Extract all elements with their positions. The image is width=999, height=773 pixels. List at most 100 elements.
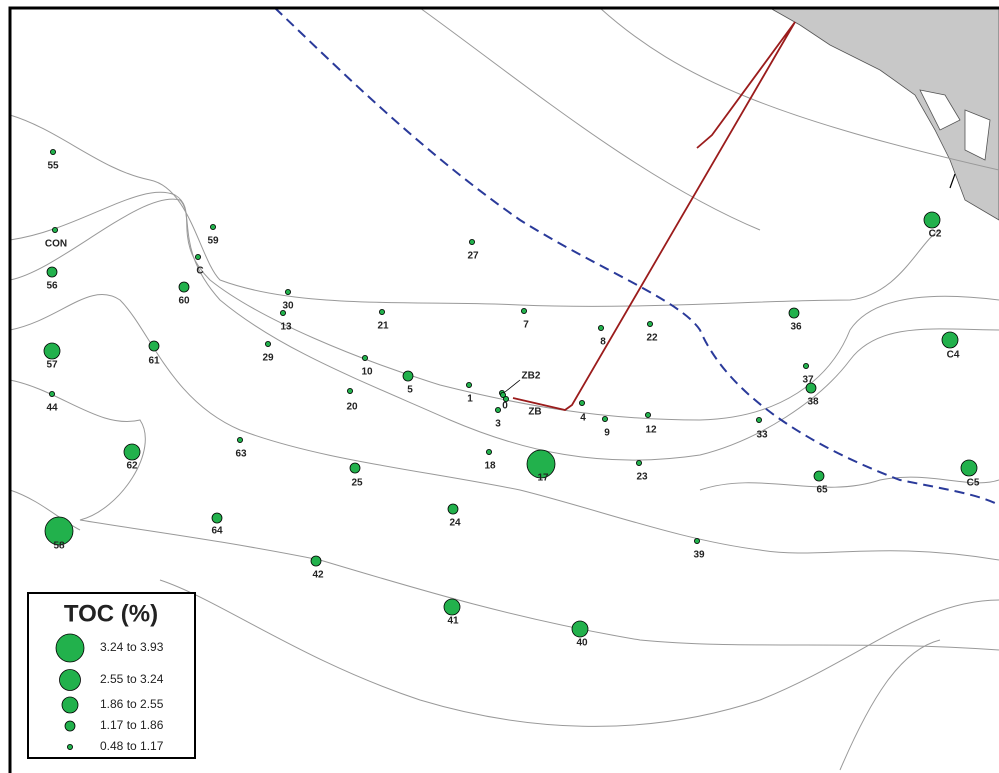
station-label: 7 xyxy=(523,320,529,331)
legend-symbol xyxy=(59,669,81,691)
station-point xyxy=(756,416,763,423)
station-point xyxy=(499,391,506,398)
station-point xyxy=(485,448,492,455)
station-label: 64 xyxy=(211,526,223,537)
station-point xyxy=(571,620,589,638)
station-point xyxy=(44,516,74,546)
station-label: 4 xyxy=(580,413,586,424)
station-label: 29 xyxy=(262,353,274,364)
station-label: 24 xyxy=(449,518,461,529)
legend-symbol xyxy=(64,720,76,732)
station-label: 5 xyxy=(407,385,413,396)
station-point xyxy=(178,281,190,293)
station-point xyxy=(443,598,461,616)
station-label: C2 xyxy=(929,229,942,240)
station-point xyxy=(598,324,605,331)
station-point xyxy=(521,307,528,314)
station-label: 25 xyxy=(351,478,363,489)
station-label: 0 xyxy=(502,401,508,412)
station-point xyxy=(694,538,701,545)
station-point xyxy=(647,320,654,327)
frame xyxy=(8,6,999,773)
station-point xyxy=(805,382,817,394)
legend: TOC (%) 3.24 to 3.93 2.55 to 3.24 1.86 to … xyxy=(27,592,196,759)
station-point xyxy=(349,462,361,474)
station-label: 27 xyxy=(467,251,479,262)
station-label: 23 xyxy=(636,472,648,483)
station-point xyxy=(960,459,978,477)
station-label: 38 xyxy=(807,397,819,408)
station-label: ZB xyxy=(528,407,541,418)
station-point xyxy=(209,223,216,230)
station-point xyxy=(447,503,459,515)
station-label: 62 xyxy=(126,461,138,472)
station-label: 12 xyxy=(645,425,657,436)
station-label: 39 xyxy=(693,550,705,561)
station-label: 9 xyxy=(604,428,610,439)
station-point xyxy=(526,449,556,479)
station-point xyxy=(468,238,475,245)
land xyxy=(768,7,999,221)
station-point xyxy=(465,381,472,388)
station-point xyxy=(803,362,810,369)
station-label: 13 xyxy=(280,322,292,333)
station-label: 42 xyxy=(312,570,324,581)
station-point xyxy=(494,406,501,413)
station-label: 10 xyxy=(361,367,373,378)
station-point xyxy=(264,340,271,347)
station-label: C5 xyxy=(967,478,980,489)
station-label: 61 xyxy=(148,356,160,367)
station-label: 37 xyxy=(802,375,814,386)
station-point xyxy=(941,331,959,349)
legend-label: 1.17 to 1.86 xyxy=(100,718,164,732)
station-label: 56 xyxy=(46,281,58,292)
legend-label: 0.48 to 1.17 xyxy=(100,739,164,753)
station-point xyxy=(602,415,609,422)
legend-title: TOC (%) xyxy=(64,600,158,627)
station-label: 33 xyxy=(756,430,768,441)
station-point xyxy=(43,342,61,360)
station-label: C4 xyxy=(947,350,960,361)
outfall-pipeline xyxy=(512,21,796,411)
station-point xyxy=(50,148,57,155)
legend-label: 1.86 to 2.55 xyxy=(100,697,164,711)
station-point xyxy=(502,395,509,402)
harbour xyxy=(919,89,991,161)
station-label: 63 xyxy=(235,449,247,460)
legend-symbol xyxy=(67,744,74,751)
station-label: 30 xyxy=(282,301,294,312)
station-label: 18 xyxy=(484,461,496,472)
station-label: 17 xyxy=(537,473,549,484)
station-label: 57 xyxy=(46,360,58,371)
leader-line xyxy=(504,379,521,393)
boundary-line xyxy=(274,7,999,506)
station-point xyxy=(923,211,941,229)
legend-symbol xyxy=(61,696,79,714)
station-point xyxy=(378,308,385,315)
station-point xyxy=(361,354,368,361)
station-point xyxy=(788,307,800,319)
station-label: 20 xyxy=(346,402,358,413)
station-point xyxy=(194,253,201,260)
station-label: 65 xyxy=(816,485,828,496)
station-label: 55 xyxy=(47,161,59,172)
station-point xyxy=(123,443,141,461)
legend-label: 2.55 to 3.24 xyxy=(100,672,164,686)
station-point xyxy=(52,226,59,233)
station-label: ZB2 xyxy=(522,371,541,382)
station-point xyxy=(284,288,291,295)
legend-box xyxy=(27,592,196,759)
station-label: C xyxy=(196,266,203,277)
marker xyxy=(949,173,956,189)
station-point xyxy=(46,266,58,278)
station-label: 22 xyxy=(646,333,658,344)
station-point xyxy=(346,387,353,394)
station-point xyxy=(813,470,825,482)
station-label: 8 xyxy=(600,337,606,348)
station-point xyxy=(310,555,322,567)
station-point xyxy=(636,459,643,466)
station-point xyxy=(579,399,586,406)
station-label: 41 xyxy=(447,616,459,627)
